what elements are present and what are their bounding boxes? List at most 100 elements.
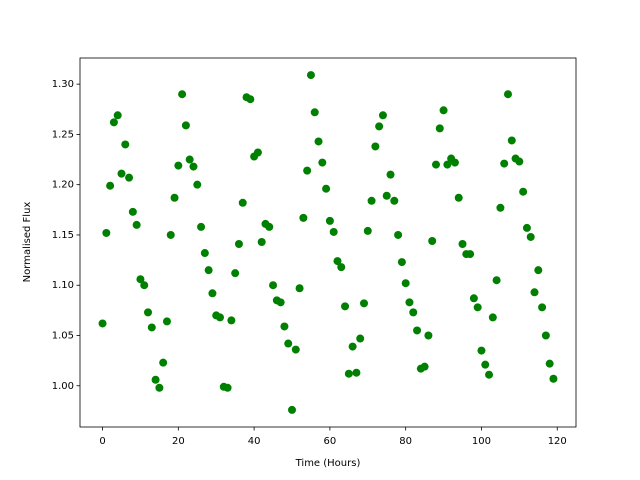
scatter-point <box>481 360 490 369</box>
scatter-point <box>541 331 550 340</box>
scatter-point <box>181 121 190 130</box>
scatter-point <box>128 207 137 216</box>
x-tick-label: 100 <box>472 436 491 447</box>
scatter-point <box>409 308 418 317</box>
scatter-point <box>394 230 403 239</box>
scatter-point <box>231 269 240 278</box>
scatter-point <box>454 193 463 202</box>
scatter-point <box>382 191 391 200</box>
x-tick-label: 120 <box>548 436 567 447</box>
scatter-point <box>333 257 342 266</box>
scatter-point <box>269 281 278 290</box>
scatter-point <box>276 298 285 307</box>
scatter-point <box>288 405 297 414</box>
scatter-point <box>174 161 183 170</box>
y-tick-label: 1.10 <box>52 280 74 291</box>
scatter-point <box>253 148 262 157</box>
scatter-point <box>530 288 539 297</box>
x-tick-label: 80 <box>399 436 412 447</box>
scatter-point <box>329 227 338 236</box>
scatter-point <box>159 358 168 367</box>
scatter-point <box>299 213 308 222</box>
scatter-point <box>113 111 122 120</box>
y-tick-label: 1.30 <box>52 79 74 90</box>
scatter-point <box>413 326 422 335</box>
y-tick-label: 1.15 <box>52 230 74 241</box>
scatter-point <box>109 118 118 127</box>
scatter-point <box>458 240 467 249</box>
scatter-point <box>197 222 206 231</box>
y-tick-label: 1.00 <box>52 381 74 392</box>
scatter-point <box>390 196 399 205</box>
scatter-point <box>121 140 130 149</box>
scatter-point <box>469 294 478 303</box>
scatter-point <box>515 157 524 166</box>
scatter-point <box>356 334 365 343</box>
scatter-point <box>318 158 327 167</box>
scatter-point <box>280 322 289 331</box>
scatter-point <box>534 266 543 275</box>
scatter-point <box>238 198 247 207</box>
scatter-point <box>405 298 414 307</box>
scatter-point <box>106 181 115 190</box>
scatter-point <box>397 258 406 267</box>
scatter-point <box>98 319 107 328</box>
scatter-point <box>155 383 164 392</box>
scatter-point <box>500 159 509 168</box>
scatter-point <box>132 220 141 229</box>
scatter-point <box>257 237 266 246</box>
x-tick-label: 40 <box>248 436 261 447</box>
scatter-point <box>284 339 293 348</box>
scatter-point <box>526 232 535 241</box>
scatter-point <box>371 142 380 151</box>
scatter-point <box>522 223 531 232</box>
scatter-point <box>549 374 558 383</box>
scatter-point <box>337 263 346 272</box>
x-axis-label: Time (Hours) <box>295 458 361 469</box>
scatter-point <box>306 71 315 80</box>
scatter-point <box>341 302 350 311</box>
y-tick-label: 1.25 <box>52 129 74 140</box>
scatter-point <box>375 122 384 131</box>
scatter-point <box>204 266 213 275</box>
scatter-point <box>473 303 482 312</box>
scatter-point <box>450 158 459 167</box>
scatter-point <box>170 193 179 202</box>
scatter-point <box>488 313 497 322</box>
scatter-point <box>352 368 361 377</box>
scatter-point <box>477 346 486 355</box>
scatter-point <box>166 230 175 239</box>
scatter-point <box>507 136 516 145</box>
scatter-point <box>265 222 274 231</box>
scatter-point <box>519 187 528 196</box>
y-tick-label: 1.05 <box>52 331 74 342</box>
scatter-point <box>443 160 452 169</box>
scatter-point <box>545 359 554 368</box>
scatter-point <box>322 184 331 193</box>
x-tick-label: 60 <box>324 436 337 447</box>
scatter-point <box>424 331 433 340</box>
x-tick-label: 20 <box>172 436 185 447</box>
scatter-point <box>314 137 323 146</box>
scatter-point <box>117 169 126 178</box>
scatter-point <box>162 317 171 326</box>
scatter-point <box>144 308 153 317</box>
scatter-point <box>386 170 395 179</box>
y-axis-label: Normalised Flux <box>22 202 33 283</box>
scatter-point <box>227 316 236 325</box>
scatter-point <box>291 345 300 354</box>
scatter-point <box>378 111 387 120</box>
scatter-point <box>140 281 149 290</box>
scatter-point <box>538 303 547 312</box>
scatter-point <box>431 160 440 169</box>
scatter-point <box>102 228 111 237</box>
scatter-point <box>503 90 512 99</box>
x-tick-label: 0 <box>99 436 105 447</box>
scatter-point <box>136 275 145 284</box>
scatter-point <box>234 240 243 249</box>
scatter-point <box>363 226 372 235</box>
scatter-point <box>401 279 410 288</box>
scatter-point <box>216 313 225 322</box>
scatter-point <box>303 166 312 175</box>
